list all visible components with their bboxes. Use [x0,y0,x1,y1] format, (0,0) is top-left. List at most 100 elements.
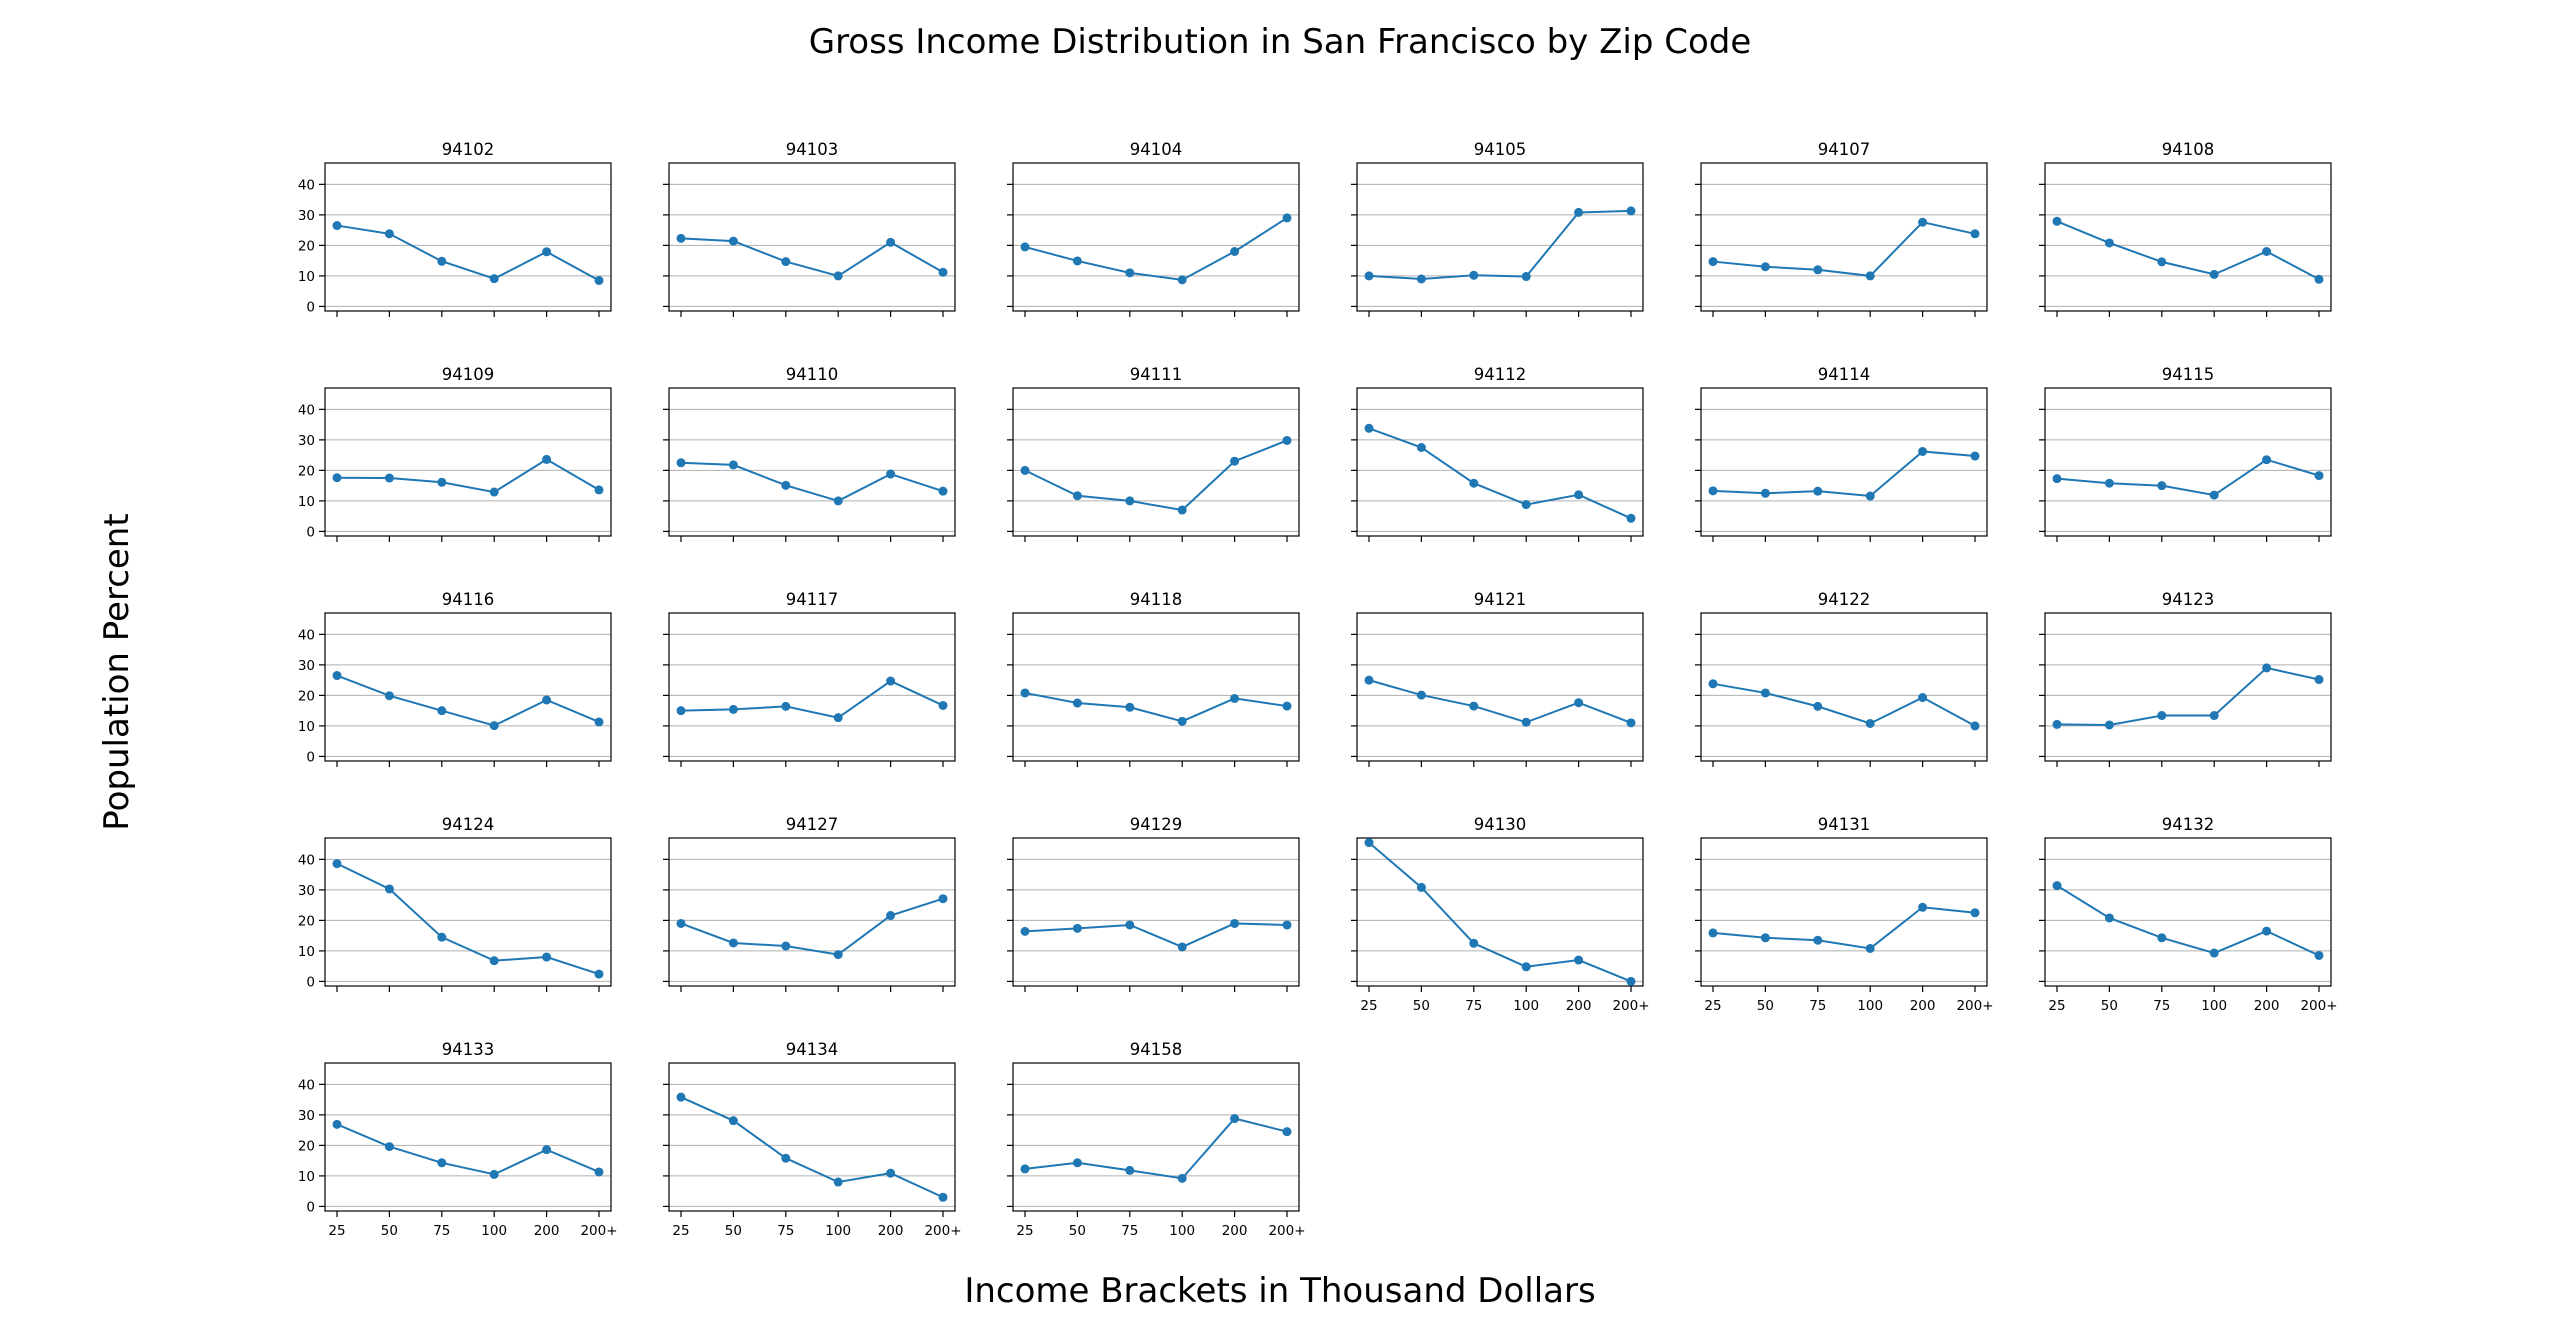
data-point [384,473,394,483]
data-point [833,271,843,281]
data-point [1072,256,1082,266]
y-tick-label: 10 [298,1169,315,1185]
data-point [437,1158,447,1168]
small-multiples-grid: 94102 0 10 20 30 40 94103 94104 94105 94107 94108 9… [298,140,2338,1239]
data-point [332,1119,342,1129]
y-tick-label: 20 [298,238,315,254]
data-point [1708,928,1718,938]
series-line [1712,682,1976,727]
data-point [1282,213,1292,223]
panel-title: 94108 [2162,140,2215,159]
data-point [437,932,447,942]
data-point [938,267,948,277]
data-point [1760,262,1770,272]
data-point [1020,465,1030,475]
x-tick-label: 200+ [580,1223,617,1239]
panel-title: 94127 [786,815,839,834]
data-point [1865,943,1875,953]
data-point [1970,229,1980,239]
series-line [1712,906,1976,950]
data-point [781,480,791,490]
data-point [384,1142,394,1152]
series-line [680,1096,944,1199]
panel-title: 94131 [1818,815,1871,834]
x-tick-label: 200 [1222,1223,1248,1239]
x-tick-label: 50 [1757,998,1774,1014]
data-point [676,458,686,468]
x-tick-label: 25 [328,1223,345,1239]
panel-94158: 94158 25 50 75 100 200 200+ [1007,1040,1306,1239]
data-point [542,1145,552,1155]
panel-94104: 94104 [1007,140,1300,317]
y-tick-label: 10 [298,719,315,735]
x-tick-label: 50 [725,1223,742,1239]
data-point [1230,246,1240,256]
panel-94102: 94102 0 10 20 30 40 [298,140,612,317]
data-point [1708,679,1718,689]
series-line [1024,922,1288,949]
x-tick-label: 75 [1121,1223,1138,1239]
data-point [489,721,499,731]
panel-title: 94129 [1130,815,1183,834]
data-point [1230,693,1240,703]
panel-title: 94115 [2162,365,2215,384]
data-point [1626,718,1636,728]
y-tick-label: 30 [298,433,315,449]
panel-frame [1700,387,1988,537]
panel-frame [1012,1062,1300,1212]
data-point [594,969,604,979]
x-tick-label: 25 [1360,998,1377,1014]
panel-frame [668,612,956,762]
data-point [1177,942,1187,952]
y-tick-label: 40 [298,1077,315,1093]
x-tick-label: 100 [825,1223,851,1239]
data-point [2262,663,2272,673]
data-point [332,859,342,869]
data-point [1469,478,1479,488]
data-point [1574,490,1584,500]
panel-frame [1356,837,1644,987]
panel-title: 94117 [786,590,839,609]
data-point [1574,698,1584,708]
data-point [728,1116,738,1126]
data-point [1177,505,1187,515]
data-point [384,229,394,239]
data-point [1918,902,1928,912]
chart-title: Gross Income Distribution in San Francis… [809,22,1752,62]
panel-title: 94133 [442,1040,495,1059]
data-point [1282,1127,1292,1137]
data-point [676,918,686,928]
data-point [2314,675,2324,685]
data-point [781,701,791,711]
panel-title: 94134 [786,1040,839,1059]
data-point [1364,838,1374,848]
data-point [2104,238,2114,248]
y-tick-label: 20 [298,463,315,479]
data-point [384,691,394,701]
data-point [1970,451,1980,461]
panel-94110: 94110 [663,365,956,542]
panel-94132: 94132 25 50 75 100 200 200+ [2039,815,2338,1014]
y-tick-label: 0 [306,299,315,315]
data-point [594,717,604,727]
x-tick-label: 200 [1566,998,1592,1014]
panel-frame [2044,162,2332,312]
panel-title: 94114 [1818,365,1871,384]
panel-frame [1012,387,1300,537]
panel-title: 94102 [442,140,495,159]
panel-94112: 94112 [1351,365,1644,542]
x-tick-label: 25 [1016,1223,1033,1239]
series-line [336,674,600,727]
series-line [1368,427,1632,520]
panel-94123: 94123 [2039,590,2332,767]
panel-title: 94132 [2162,815,2215,834]
panel-94121: 94121 [1351,590,1644,767]
data-point [542,695,552,705]
series-line [1712,221,1976,277]
data-point [676,1092,686,1102]
data-point [1125,268,1135,278]
data-point [1970,908,1980,918]
panel-title: 94116 [442,590,495,609]
y-tick-label: 0 [306,974,315,990]
data-point [1125,496,1135,506]
